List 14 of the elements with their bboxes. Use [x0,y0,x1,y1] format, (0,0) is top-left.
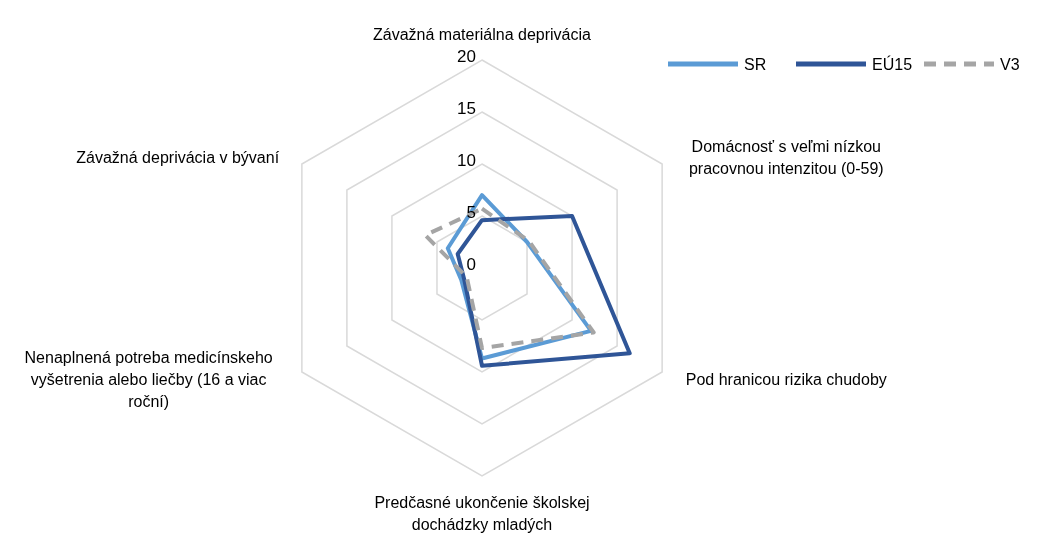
spoke-label: Nenaplnená potreba medicínskeho vyšetrenia alebo liečby (16 a viac roční) [24,349,273,410]
spoke-label: Závažná deprivácia v bývaní [76,149,280,166]
y-tick-label: 0 [466,255,476,274]
spoke-label: Pod hranicou rizika chudoby [685,371,887,388]
spoke-label: Predčasné ukončenie školskej dochádzky mladých [374,494,590,533]
y-tick-label: 10 [457,151,476,170]
y-tick-label: 20 [457,47,476,66]
y-tick-label: 15 [457,99,476,118]
legend-label: SR [744,56,767,73]
y-tick-label: 5 [466,203,476,222]
spoke-label: Domácnosť s veľmi nízkou pracovnou intenzitou (0-59) [688,138,884,177]
spoke-label: Závažná materiálna deprivácia [373,26,592,43]
legend-label: EÚ15 [872,55,913,73]
legend-label: V3 [1000,56,1020,73]
